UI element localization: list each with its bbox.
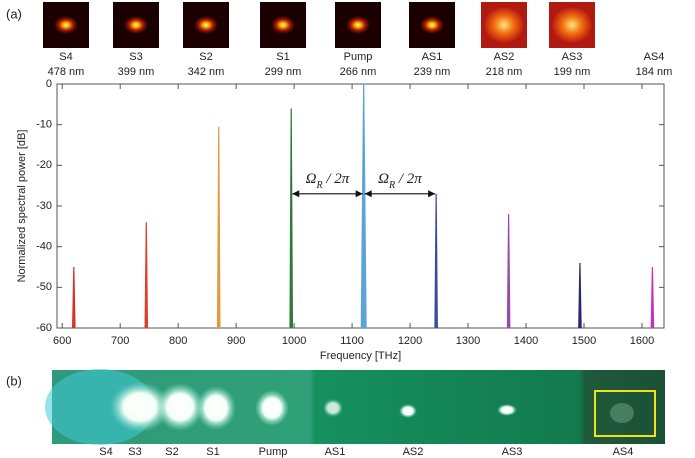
annotation: ΩR / 2π bbox=[378, 171, 422, 190]
image-wavelength: 218 nm bbox=[486, 66, 523, 78]
beam-spot bbox=[484, 7, 524, 43]
y-tick-label: -40 bbox=[36, 241, 52, 253]
image-wavelength: 342 nm bbox=[188, 66, 225, 78]
panel-label: (b) bbox=[6, 373, 22, 388]
spectral-line bbox=[289, 108, 293, 328]
x-axis-title: Frequency [THz] bbox=[320, 350, 401, 362]
spot bbox=[323, 399, 343, 417]
photo-label: S3 bbox=[128, 446, 141, 458]
arrow-head bbox=[292, 190, 299, 197]
spot bbox=[399, 404, 417, 418]
beam-spot bbox=[124, 16, 148, 34]
image-wavelength: 478 nm bbox=[48, 66, 85, 78]
x-tick-label: 1600 bbox=[630, 335, 654, 347]
spectral-line bbox=[217, 127, 221, 328]
photo-label: S1 bbox=[206, 446, 219, 458]
spectral-line bbox=[434, 194, 438, 328]
spectral-line bbox=[361, 84, 367, 328]
image-name: S3 bbox=[129, 51, 142, 63]
image-wavelength: 199 nm bbox=[554, 66, 591, 78]
annotation-part: / 2π bbox=[323, 171, 350, 187]
annotation-part: R bbox=[315, 180, 322, 191]
arrow-head bbox=[365, 190, 372, 197]
x-tick-label: 1500 bbox=[572, 335, 596, 347]
image-name: S1 bbox=[276, 51, 289, 63]
image-name: AS4 bbox=[644, 51, 665, 63]
y-tick-label: -20 bbox=[36, 159, 52, 171]
arrow-head bbox=[356, 190, 363, 197]
y-tick-label: -50 bbox=[36, 281, 52, 293]
annotation-part: Ω bbox=[306, 171, 317, 187]
y-tick-label: -10 bbox=[36, 119, 52, 131]
annotation-part: R bbox=[388, 180, 395, 191]
spot bbox=[610, 403, 634, 423]
figure: (a) (b) S4 478 nm S3 399 nm S2 342 nm S1 299 nm… bbox=[0, 0, 695, 458]
x-tick-label: 800 bbox=[169, 335, 187, 347]
image-name: S4 bbox=[59, 51, 72, 63]
y-tick-label: -30 bbox=[36, 200, 52, 212]
photo-label: Pump bbox=[259, 446, 288, 458]
x-tick-label: 600 bbox=[53, 335, 71, 347]
x-tick-label: 900 bbox=[227, 335, 245, 347]
photo-label: AS1 bbox=[325, 446, 346, 458]
spot bbox=[255, 390, 289, 426]
spectral-line bbox=[578, 263, 582, 328]
x-tick-label: 1100 bbox=[340, 335, 364, 347]
x-tick-label: 1200 bbox=[398, 335, 422, 347]
beam-spot bbox=[271, 16, 295, 34]
beam-spot bbox=[420, 16, 444, 34]
photo-label: AS4 bbox=[613, 446, 634, 458]
photo-label: AS2 bbox=[403, 446, 424, 458]
arrow-head bbox=[428, 190, 435, 197]
y-tick-label: 0 bbox=[46, 78, 52, 90]
annotation: ΩR / 2π bbox=[306, 171, 350, 190]
photo-label: AS3 bbox=[502, 446, 523, 458]
y-axis-title: Normalized spectral power [dB] bbox=[16, 130, 28, 283]
y-tick-label: -60 bbox=[36, 322, 52, 334]
x-tick-label: 1000 bbox=[282, 335, 306, 347]
image-wavelength: 184 nm bbox=[636, 66, 673, 78]
image-name: AS3 bbox=[562, 51, 583, 63]
beam-spot bbox=[54, 16, 78, 34]
spectral-line bbox=[651, 267, 655, 328]
spectral-line bbox=[507, 214, 511, 328]
photo-panel: S4 S3 S2 S1 Pump AS1 AS2 AS3 AS4 bbox=[45, 369, 665, 458]
beam-spot bbox=[346, 16, 370, 34]
annotation-part: / 2π bbox=[395, 171, 422, 187]
annotation-part: Ω bbox=[378, 171, 389, 187]
image-name: Pump bbox=[344, 51, 373, 63]
x-tick-label: 1400 bbox=[514, 335, 538, 347]
beam-spot bbox=[552, 7, 592, 43]
x-tick-label: 700 bbox=[111, 335, 129, 347]
spectral-line bbox=[72, 267, 76, 328]
x-tick-label: 1300 bbox=[456, 335, 480, 347]
image-wavelength: 266 nm bbox=[340, 66, 377, 78]
spectral-line bbox=[144, 222, 148, 328]
spot bbox=[497, 404, 517, 416]
photo-label: S4 bbox=[99, 446, 112, 458]
panel-label: (a) bbox=[6, 6, 22, 21]
image-wavelength: 399 nm bbox=[118, 66, 155, 78]
spot bbox=[196, 386, 236, 430]
photo-label: S2 bbox=[165, 446, 178, 458]
image-wavelength: 299 nm bbox=[265, 66, 302, 78]
beam-spot bbox=[194, 16, 218, 34]
beam-images: S4 478 nm S3 399 nm S2 342 nm S1 299 nm Pump 266 … bbox=[43, 2, 672, 78]
image-wavelength: 239 nm bbox=[414, 66, 451, 78]
plot-frame bbox=[57, 84, 664, 328]
image-name: AS2 bbox=[494, 51, 515, 63]
image-name: AS1 bbox=[422, 51, 443, 63]
image-name: S2 bbox=[199, 51, 212, 63]
